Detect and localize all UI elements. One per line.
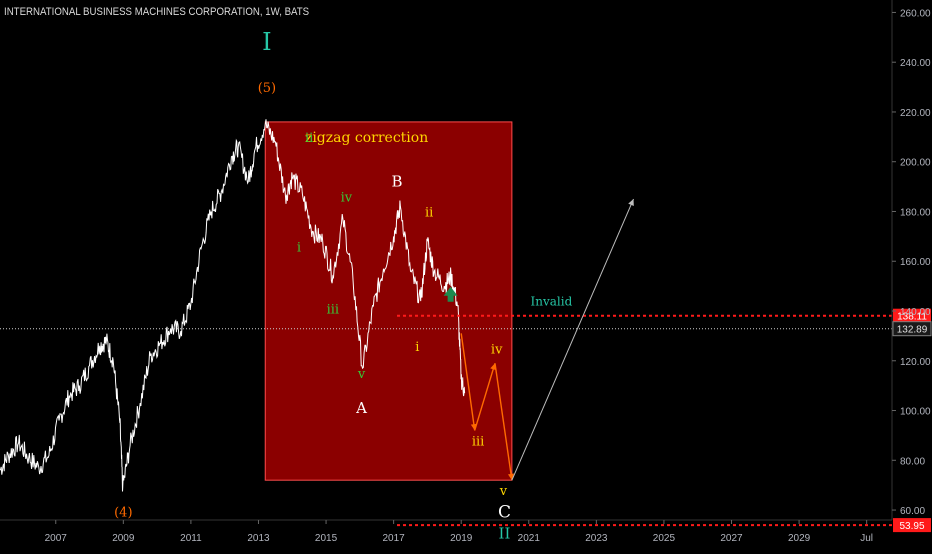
level-label-0: 138.11 (897, 312, 927, 323)
x-tick-label-10: 2027 (720, 533, 743, 544)
wave-iv-yellow: iv (491, 342, 503, 357)
x-tick-label-1: 2009 (112, 533, 135, 544)
projection-arrowhead-3 (507, 473, 514, 481)
y-tick-label-0: 60.00 (900, 506, 925, 517)
x-tick-label-2: 2011 (180, 533, 202, 544)
chart-title: INTERNATIONAL BUSINESS MACHINES CORPORAT… (4, 6, 310, 18)
x-tick-label-8: 2023 (585, 533, 608, 544)
level-tag-0 (893, 308, 931, 323)
projection-arrowhead-1 (470, 423, 477, 431)
wave-iv-green: iv (341, 191, 353, 206)
x-tick-label-9: 2025 (653, 533, 676, 544)
y-tick-label-5: 160.00 (900, 257, 931, 268)
x-tick-label-12: Jul (860, 533, 873, 544)
wave-4: (4) (114, 505, 132, 520)
y-tick-label-8: 220.00 (900, 108, 931, 119)
wave-B: B (391, 173, 402, 191)
y-tick-label-7: 200.00 (900, 158, 931, 169)
x-tick-label-7: 2021 (518, 533, 541, 544)
wave-iii-green: iii (327, 302, 339, 317)
zigzag-correction-label: zigzag correction (305, 130, 428, 146)
wave-i-green: i (297, 240, 301, 255)
y-tick-label-3: 120.00 (900, 357, 931, 368)
y-tick-label-1: 80.00 (900, 456, 925, 467)
x-tick-label-11: 2029 (788, 533, 811, 544)
y-tick-label-4: 140.00 (900, 307, 931, 318)
wave-ii-yellow: ii (425, 205, 433, 220)
x-tick-label-4: 2015 (315, 533, 338, 544)
invalid-label: Invalid (531, 295, 573, 309)
x-tick-label-5: 2017 (383, 533, 406, 544)
invalid-up-arrow-icon (443, 286, 458, 302)
last-price-label: 132.89 (897, 325, 928, 336)
wave-ii-green: ii (305, 131, 313, 146)
wave-A: A (355, 399, 367, 417)
x-tick-label-0: 2007 (45, 533, 68, 544)
level-label-1: 53.95 (899, 521, 924, 532)
level-tag-1 (893, 518, 931, 533)
wave-v-green: v (357, 367, 366, 382)
x-tick-label-3: 2013 (247, 533, 270, 544)
last-price-tag (892, 321, 932, 337)
y-tick-label-10: 260.00 (900, 8, 931, 19)
y-tick-label-6: 180.00 (900, 207, 931, 218)
wave-5: (5) (258, 81, 276, 96)
wave-v-yellow: v (499, 484, 508, 499)
wave-II: II (499, 525, 511, 543)
y-tick-label-9: 240.00 (900, 58, 931, 69)
price-series-line (0, 119, 466, 492)
wave-iii-yellow: iii (472, 434, 484, 449)
projection-arrowhead-2 (490, 363, 497, 371)
x-tick-label-6: 2019 (450, 533, 473, 544)
wave-C: C (498, 503, 511, 523)
wave-I: I (262, 28, 271, 56)
y-tick-label-2: 100.00 (900, 407, 931, 418)
projection-path (460, 333, 513, 481)
zigzag-correction-box (264, 121, 513, 481)
wave-i-yellow: i (415, 340, 419, 355)
target-arrow-line (511, 198, 634, 481)
target-arrowhead (628, 199, 634, 207)
